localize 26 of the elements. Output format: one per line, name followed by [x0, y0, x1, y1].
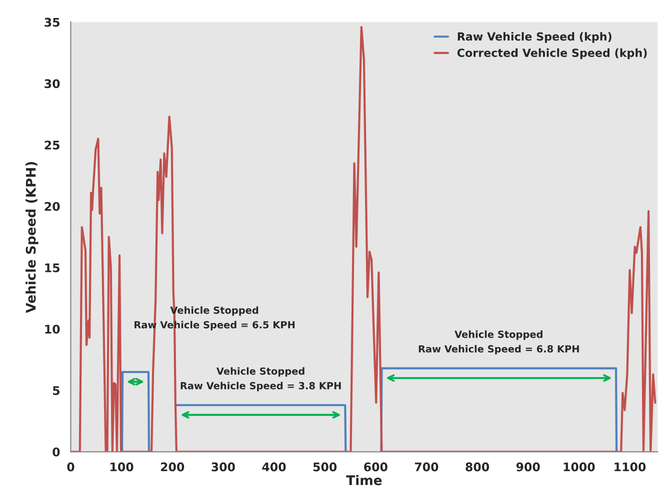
x-tick-label: 1000: [564, 462, 595, 472]
x-tick-label: 100: [110, 462, 134, 472]
y-tick-label: 0: [52, 448, 60, 456]
x-tick-label: 600: [364, 462, 388, 472]
y-tick-label: 10: [45, 324, 60, 334]
legend-label: Corrected Vehicle Speed (kph): [457, 48, 647, 60]
x-tick-label: 800: [466, 462, 490, 472]
x-tick-label: 700: [414, 462, 438, 472]
x-tick-label: 300: [212, 462, 235, 472]
y-tick-label: 30: [44, 79, 60, 88]
y-tick-label: 20: [44, 202, 60, 211]
x-tick-label: 0: [67, 462, 74, 472]
annotation: Vehicle Stopped Raw Vehicle Speed = 6.8 KPH: [418, 330, 579, 354]
y-tick-label: 25: [44, 140, 60, 150]
x-tick-label: 900: [516, 462, 540, 472]
legend-label: Raw Vehicle Speed (kph): [458, 32, 612, 43]
annotation: Vehicle Stopped Raw Vehicle Speed = 3.8 KPH: [180, 367, 341, 392]
x-tick-label: 400: [262, 462, 286, 472]
y-tick-label: 15: [45, 264, 60, 272]
x-tick-label: 1100: [614, 462, 646, 472]
x-axis-title: Time: [346, 475, 382, 486]
y-tick-label: 35: [44, 18, 60, 27]
x-tick-label: 500: [313, 462, 337, 472]
y-axis-title: Vehicle Speed (KPH): [26, 162, 38, 313]
x-tick-label: 200: [160, 462, 184, 472]
y-tick-label: 5: [53, 386, 60, 396]
